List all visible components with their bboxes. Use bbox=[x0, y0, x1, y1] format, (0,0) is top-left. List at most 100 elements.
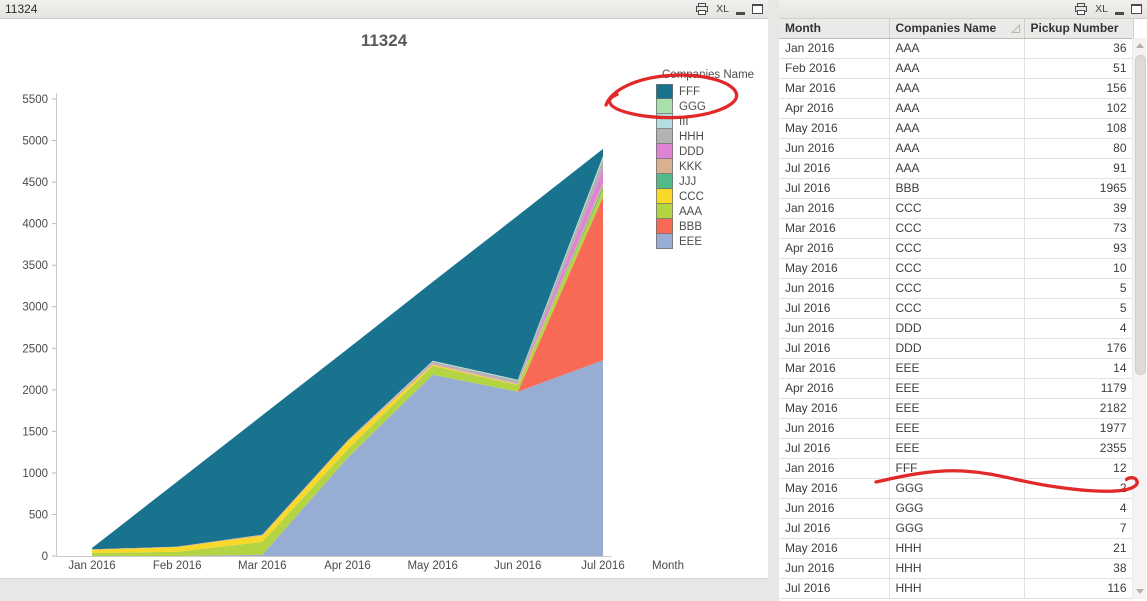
company-cell[interactable]: AAA bbox=[889, 58, 1025, 79]
pickup-cell[interactable]: 116 bbox=[1024, 578, 1134, 599]
month-cell[interactable]: Mar 2016 bbox=[779, 78, 890, 99]
table-row[interactable]: Jun 2016 DDD 4 bbox=[779, 318, 1134, 339]
legend-item-JJJ[interactable]: JJJ bbox=[656, 174, 754, 189]
pickup-cell[interactable]: 73 bbox=[1024, 218, 1134, 239]
table-row[interactable]: Jan 2016 CCC 39 bbox=[779, 198, 1134, 219]
table-row[interactable]: Jul 2016 HHH 116 bbox=[779, 578, 1134, 599]
legend-item-EEE[interactable]: EEE bbox=[656, 234, 754, 249]
column-header-pickup-number[interactable]: Pickup Number bbox=[1024, 19, 1134, 39]
legend-item-AAA[interactable]: AAA bbox=[656, 204, 754, 219]
month-cell[interactable]: Jan 2016 bbox=[779, 458, 890, 479]
legend-item-HHH[interactable]: HHH bbox=[656, 129, 754, 144]
month-cell[interactable]: Jun 2016 bbox=[779, 278, 890, 299]
pickup-cell[interactable]: 93 bbox=[1024, 238, 1134, 259]
table-row[interactable]: Jul 2016 DDD 176 bbox=[779, 338, 1134, 359]
pickup-cell[interactable]: 5 bbox=[1024, 298, 1134, 319]
month-cell[interactable]: Jul 2016 bbox=[779, 578, 890, 599]
print-icon[interactable] bbox=[1074, 3, 1088, 15]
legend-item-GGG[interactable]: GGG bbox=[656, 99, 754, 114]
month-cell[interactable]: Jun 2016 bbox=[779, 138, 890, 159]
month-cell[interactable]: Apr 2016 bbox=[779, 238, 890, 259]
pickup-cell[interactable]: 80 bbox=[1024, 138, 1134, 159]
pickup-cell[interactable]: 1179 bbox=[1024, 378, 1134, 399]
table-row[interactable]: Apr 2016 CCC 93 bbox=[779, 238, 1134, 259]
month-cell[interactable]: May 2016 bbox=[779, 118, 890, 139]
company-cell[interactable]: EEE bbox=[889, 438, 1025, 459]
pickup-cell[interactable]: 38 bbox=[1024, 558, 1134, 579]
scroll-down-arrow[interactable] bbox=[1133, 585, 1146, 598]
company-cell[interactable]: HHH bbox=[889, 578, 1025, 599]
company-cell[interactable]: AAA bbox=[889, 118, 1025, 139]
legend-item-CCC[interactable]: CCC bbox=[656, 189, 754, 204]
maximize-icon[interactable] bbox=[752, 4, 763, 14]
month-cell[interactable]: Feb 2016 bbox=[779, 58, 890, 79]
pickup-cell[interactable]: 1965 bbox=[1024, 178, 1134, 199]
table-row[interactable]: Jul 2016 BBB 1965 bbox=[779, 178, 1134, 199]
month-cell[interactable]: Apr 2016 bbox=[779, 98, 890, 119]
company-cell[interactable]: CCC bbox=[889, 218, 1025, 239]
month-cell[interactable]: Jul 2016 bbox=[779, 178, 890, 199]
pickup-cell[interactable]: 4 bbox=[1024, 318, 1134, 339]
table-row[interactable]: Jan 2016 AAA 36 bbox=[779, 38, 1134, 59]
company-cell[interactable]: EEE bbox=[889, 418, 1025, 439]
pickup-cell[interactable]: 108 bbox=[1024, 118, 1134, 139]
table-row[interactable]: Jan 2016 FFF 12 bbox=[779, 458, 1134, 479]
company-cell[interactable]: AAA bbox=[889, 38, 1025, 59]
month-cell[interactable]: Apr 2016 bbox=[779, 378, 890, 399]
pickup-cell[interactable]: 7 bbox=[1024, 518, 1134, 539]
month-cell[interactable]: Jul 2016 bbox=[779, 338, 890, 359]
legend-item-BBB[interactable]: BBB bbox=[656, 219, 754, 234]
table-row[interactable]: Mar 2016 CCC 73 bbox=[779, 218, 1134, 239]
minimize-icon[interactable] bbox=[736, 4, 745, 15]
company-cell[interactable]: CCC bbox=[889, 298, 1025, 319]
company-cell[interactable]: AAA bbox=[889, 98, 1025, 119]
table-row[interactable]: Jun 2016 AAA 80 bbox=[779, 138, 1134, 159]
column-header-month[interactable]: Month bbox=[779, 19, 890, 39]
month-cell[interactable]: Mar 2016 bbox=[779, 218, 890, 239]
pickup-cell[interactable]: 2 bbox=[1024, 478, 1134, 499]
pickup-cell[interactable]: 21 bbox=[1024, 538, 1134, 559]
month-cell[interactable]: Jun 2016 bbox=[779, 498, 890, 519]
legend-item-KKK[interactable]: KKK bbox=[656, 159, 754, 174]
area-series-FFF[interactable] bbox=[92, 148, 603, 550]
pickup-cell[interactable]: 2182 bbox=[1024, 398, 1134, 419]
table-row[interactable]: May 2016 GGG 2 bbox=[779, 478, 1134, 499]
month-cell[interactable]: May 2016 bbox=[779, 478, 890, 499]
minimize-icon[interactable] bbox=[1115, 4, 1124, 15]
pickup-cell[interactable]: 36 bbox=[1024, 38, 1134, 59]
company-cell[interactable]: FFF bbox=[889, 458, 1025, 479]
table-row[interactable]: Jul 2016 GGG 7 bbox=[779, 518, 1134, 539]
area-series-EEE[interactable] bbox=[92, 360, 603, 556]
chart-caption-bar[interactable]: 11324 XL bbox=[0, 0, 768, 19]
month-cell[interactable]: Mar 2016 bbox=[779, 358, 890, 379]
pickup-cell[interactable]: 4 bbox=[1024, 498, 1134, 519]
month-cell[interactable]: Jul 2016 bbox=[779, 158, 890, 179]
month-cell[interactable]: May 2016 bbox=[779, 538, 890, 559]
table-row[interactable]: May 2016 AAA 108 bbox=[779, 118, 1134, 139]
company-cell[interactable]: DDD bbox=[889, 338, 1025, 359]
company-cell[interactable]: AAA bbox=[889, 78, 1025, 99]
table-row[interactable]: Jun 2016 EEE 1977 bbox=[779, 418, 1134, 439]
company-cell[interactable]: EEE bbox=[889, 358, 1025, 379]
month-cell[interactable]: Jul 2016 bbox=[779, 438, 890, 459]
company-cell[interactable]: GGG bbox=[889, 478, 1025, 499]
table-row[interactable]: Jun 2016 GGG 4 bbox=[779, 498, 1134, 519]
table-row[interactable]: May 2016 HHH 21 bbox=[779, 538, 1134, 559]
month-cell[interactable]: Jan 2016 bbox=[779, 38, 890, 59]
company-cell[interactable]: CCC bbox=[889, 258, 1025, 279]
excel-export-icon[interactable]: XL bbox=[716, 3, 729, 15]
company-cell[interactable]: EEE bbox=[889, 378, 1025, 399]
column-header-companies-name[interactable]: Companies Name bbox=[889, 19, 1025, 39]
table-row[interactable]: Mar 2016 EEE 14 bbox=[779, 358, 1134, 379]
company-cell[interactable]: HHH bbox=[889, 538, 1025, 559]
table-row[interactable]: Jul 2016 CCC 5 bbox=[779, 298, 1134, 319]
table-row[interactable]: May 2016 EEE 2182 bbox=[779, 398, 1134, 419]
month-cell[interactable]: Jun 2016 bbox=[779, 418, 890, 439]
company-cell[interactable]: AAA bbox=[889, 158, 1025, 179]
company-cell[interactable]: CCC bbox=[889, 238, 1025, 259]
scrollbar-thumb[interactable] bbox=[1135, 55, 1146, 375]
pickup-cell[interactable]: 5 bbox=[1024, 278, 1134, 299]
pickup-cell[interactable]: 176 bbox=[1024, 338, 1134, 359]
month-cell[interactable]: Jan 2016 bbox=[779, 198, 890, 219]
pickup-cell[interactable]: 1977 bbox=[1024, 418, 1134, 439]
